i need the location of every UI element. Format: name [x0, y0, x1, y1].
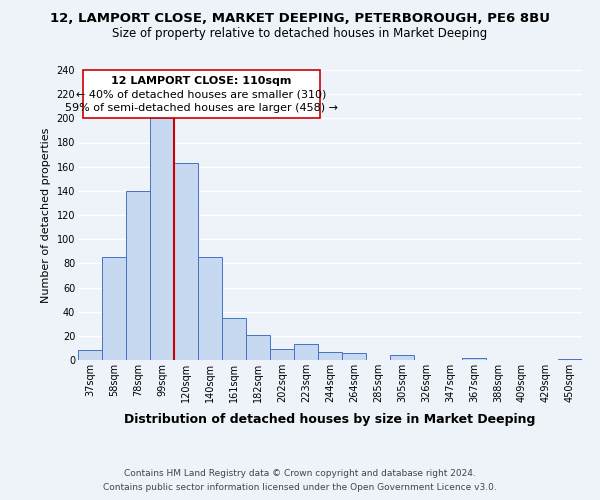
Text: 59% of semi-detached houses are larger (458) →: 59% of semi-detached houses are larger (… — [65, 102, 338, 113]
FancyBboxPatch shape — [83, 70, 320, 118]
Text: 12 LAMPORT CLOSE: 110sqm: 12 LAMPORT CLOSE: 110sqm — [111, 76, 292, 86]
Bar — [222, 318, 246, 360]
Bar — [246, 334, 270, 360]
Bar — [462, 358, 486, 360]
Text: Size of property relative to detached houses in Market Deeping: Size of property relative to detached ho… — [112, 28, 488, 40]
Bar — [270, 349, 294, 360]
Bar — [198, 258, 222, 360]
X-axis label: Distribution of detached houses by size in Market Deeping: Distribution of detached houses by size … — [124, 414, 536, 426]
Bar — [78, 350, 102, 360]
Bar — [342, 353, 366, 360]
Bar — [102, 258, 126, 360]
Text: ← 40% of detached houses are smaller (310): ← 40% of detached houses are smaller (31… — [76, 89, 326, 99]
Bar — [150, 118, 174, 360]
Bar — [174, 163, 198, 360]
Text: Contains public sector information licensed under the Open Government Licence v3: Contains public sector information licen… — [103, 484, 497, 492]
Bar — [318, 352, 342, 360]
Bar — [294, 344, 318, 360]
Bar — [126, 191, 150, 360]
Bar — [558, 359, 582, 360]
Text: Contains HM Land Registry data © Crown copyright and database right 2024.: Contains HM Land Registry data © Crown c… — [124, 468, 476, 477]
Bar — [390, 355, 414, 360]
Y-axis label: Number of detached properties: Number of detached properties — [41, 128, 51, 302]
Text: 12, LAMPORT CLOSE, MARKET DEEPING, PETERBOROUGH, PE6 8BU: 12, LAMPORT CLOSE, MARKET DEEPING, PETER… — [50, 12, 550, 26]
